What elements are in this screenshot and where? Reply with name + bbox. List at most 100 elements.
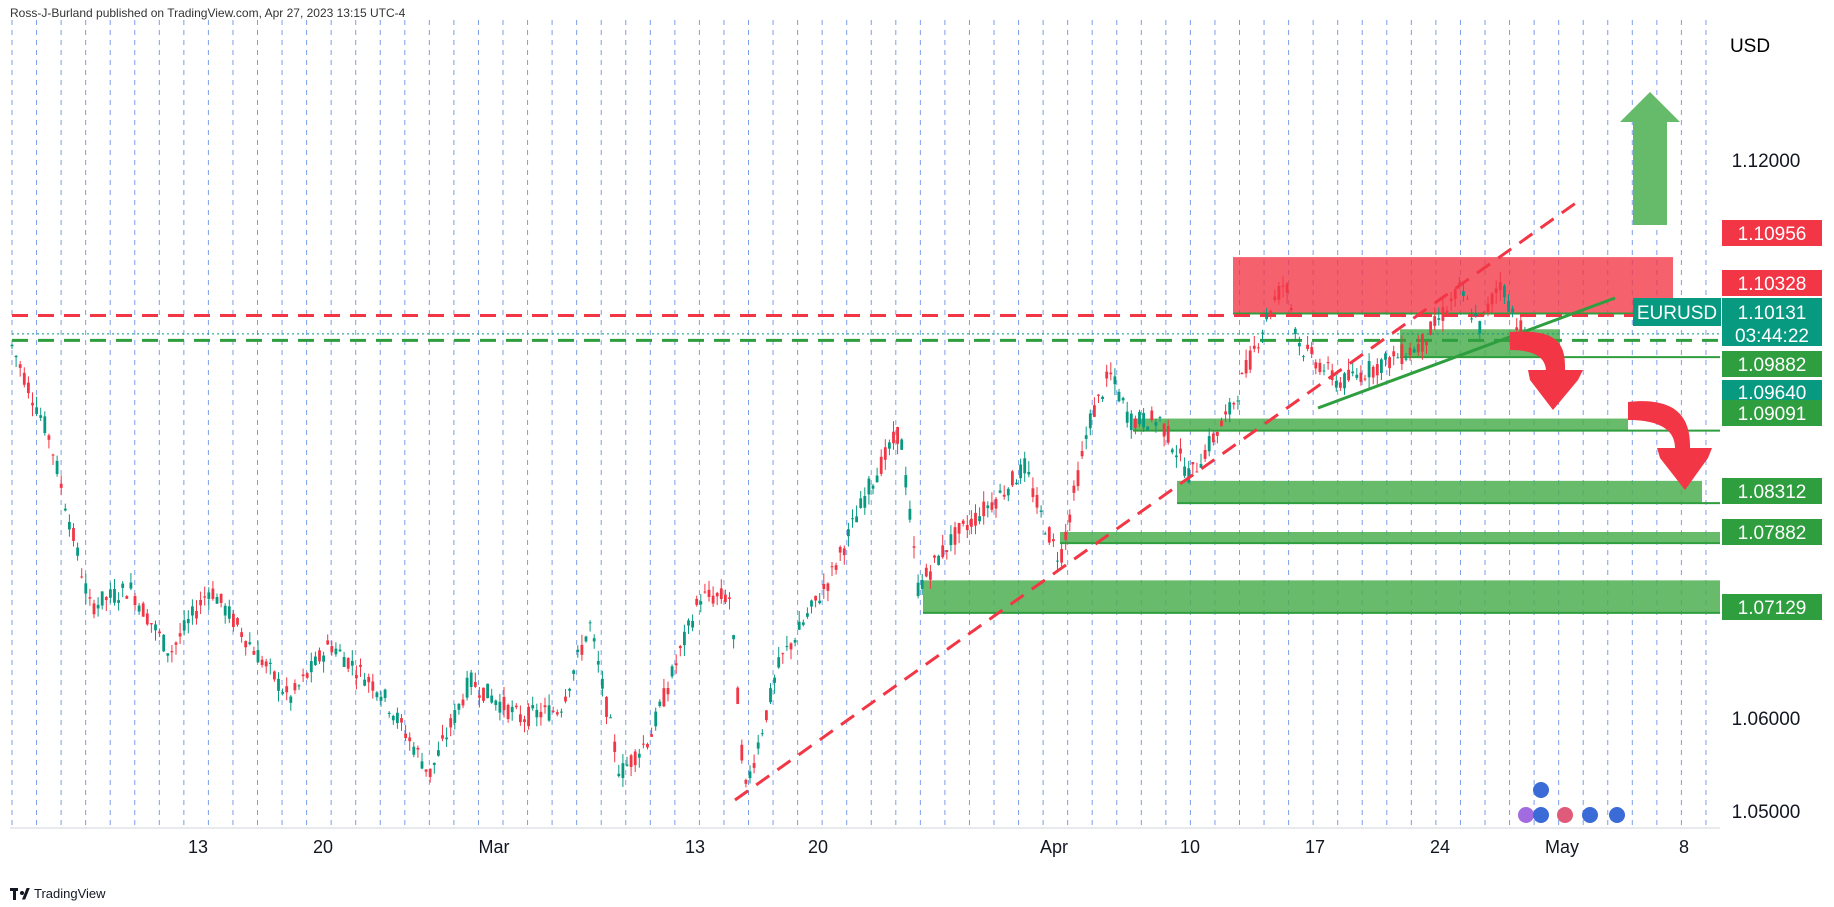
candle-body	[76, 547, 79, 556]
price-axis[interactable]: USD 1.12000 1.06000 1.05000	[1730, 36, 1800, 823]
event-flag-icon[interactable]	[1609, 807, 1625, 823]
event-flag-icon[interactable]	[1533, 807, 1549, 823]
currency-label: USD	[1730, 36, 1770, 57]
candle-body	[588, 622, 592, 624]
candle-body	[342, 656, 346, 667]
price-label-badge	[1722, 478, 1822, 504]
candle-body	[740, 744, 744, 761]
candle-body	[154, 624, 157, 631]
price-label-text: 1.09640	[1738, 383, 1807, 404]
candle-body	[117, 600, 120, 603]
candle-body	[219, 593, 223, 603]
economic-events[interactable]	[1518, 782, 1625, 823]
event-flag-icon[interactable]	[1582, 807, 1598, 823]
candle-body	[1138, 411, 1141, 425]
candle-body	[1445, 310, 1449, 315]
candle-body	[801, 622, 805, 625]
zones-layer	[923, 257, 1720, 614]
event-flag-icon[interactable]	[1557, 807, 1573, 823]
candle-body	[1228, 402, 1232, 415]
candle-body	[39, 415, 43, 418]
price-label-badge	[1722, 351, 1822, 377]
candle-body	[789, 643, 793, 650]
candle-body	[72, 528, 75, 541]
candle-body	[1236, 400, 1240, 402]
candle-body	[1093, 405, 1096, 417]
candle-body	[1396, 357, 1400, 359]
candle-body	[637, 753, 641, 758]
candle-body	[818, 600, 822, 604]
candle-body	[855, 516, 858, 523]
candle-body	[908, 508, 912, 520]
candle-body	[453, 710, 457, 723]
candle-body	[137, 605, 141, 612]
candle-body	[158, 631, 161, 634]
y-tick-label: 1.12000	[1732, 151, 1801, 172]
event-flag-icon[interactable]	[1518, 807, 1534, 823]
candle-body	[301, 674, 305, 677]
candle-body	[1412, 349, 1416, 353]
x-tick-label: 24	[1430, 837, 1450, 857]
time-axis[interactable]: 13 20 Mar 13 20 Apr 10 17 24 May 8	[188, 837, 1689, 857]
price-label-badge	[1722, 220, 1822, 246]
candle-body	[457, 703, 461, 710]
candle-body	[580, 644, 584, 655]
candle-body	[560, 711, 563, 713]
candle-body	[1224, 411, 1227, 415]
candle-body	[195, 610, 198, 619]
candle-body	[248, 642, 252, 645]
candle-body	[830, 566, 834, 568]
candle-body	[1306, 344, 1309, 349]
price-label-badge	[1722, 519, 1822, 545]
candle-body	[236, 618, 239, 625]
candle-body	[879, 456, 883, 474]
candle-body	[43, 416, 47, 434]
candle-body	[514, 705, 518, 708]
candle-body	[22, 372, 26, 385]
candle-body	[1425, 341, 1428, 346]
candle-body	[584, 636, 588, 642]
candle-body	[215, 596, 219, 604]
candle-body	[383, 689, 387, 699]
candle-body	[592, 638, 596, 642]
candle-body	[404, 733, 407, 739]
candle-body	[670, 666, 674, 677]
support-zone	[1133, 418, 1628, 431]
candle-body	[551, 710, 555, 712]
candle-body	[851, 518, 854, 520]
candle-body	[892, 431, 895, 444]
candle-body	[150, 623, 153, 625]
event-flag-icon[interactable]	[1533, 782, 1549, 798]
candle-body	[703, 591, 707, 593]
candle-body	[1347, 369, 1350, 381]
candle-body	[1134, 418, 1137, 428]
candle-body	[1084, 435, 1088, 439]
candle-body	[1166, 426, 1170, 443]
candle-body	[896, 427, 899, 444]
candle-body	[715, 592, 719, 597]
candle-body	[1105, 371, 1109, 379]
candle-body	[1351, 371, 1355, 374]
candle-body	[1355, 374, 1359, 378]
candle-body	[449, 718, 453, 728]
candle-body	[293, 683, 297, 691]
candle-body	[982, 501, 986, 517]
candle-body	[1216, 431, 1219, 436]
candle-body	[363, 679, 366, 686]
candle-body	[1002, 494, 1006, 497]
candle-body	[227, 606, 231, 619]
candle-body	[1384, 353, 1387, 360]
candle-body	[642, 743, 645, 745]
candle-body	[1072, 485, 1076, 493]
candle-body	[781, 653, 785, 655]
candle-body	[1170, 449, 1174, 453]
candle-body	[601, 678, 604, 689]
candle-body	[162, 634, 166, 652]
candle-body	[933, 555, 936, 558]
candle-body	[441, 735, 444, 739]
candle-body	[338, 649, 342, 652]
candle-body	[1162, 423, 1166, 437]
candle-body	[1515, 327, 1519, 330]
candle-body	[1326, 362, 1330, 364]
